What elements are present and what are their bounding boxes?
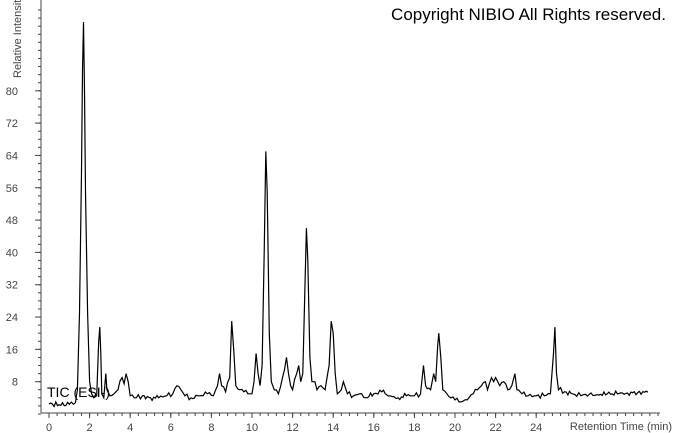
x-tick-label: 16 [368, 422, 380, 433]
x-tick-label: 12 [286, 422, 298, 433]
x-tick-label: 14 [327, 422, 339, 433]
x-tick-label: 0 [46, 422, 52, 433]
y-tick-label: 32 [6, 280, 18, 292]
x-tick-label: 20 [449, 422, 461, 433]
copyright-notice: Copyright NIBIO All Rights reserved. [391, 5, 666, 24]
axes [40, 0, 660, 414]
x-ticks: 0 2 4 6 8 10 12 14 16 18 20 22 24 [46, 413, 659, 433]
x-tick-label: 24 [530, 422, 542, 433]
y-tick-label: 72 [6, 118, 18, 130]
y-tick-label: 56 [6, 183, 18, 195]
y-tick-label: 24 [6, 312, 18, 324]
y-axis-title: Relative Intensity [12, 0, 24, 78]
y-tick-label: 16 [6, 344, 18, 356]
x-axis-title: Retention Time (min) [570, 421, 672, 433]
x-tick-label: 6 [168, 422, 174, 433]
trace-label: TIC (ESI-) [47, 384, 110, 400]
y-tick-label: 8 [12, 377, 18, 389]
x-tick-label: 18 [408, 422, 420, 433]
x-tick-label: 8 [208, 422, 214, 433]
x-tick-label: 10 [246, 422, 258, 433]
y-tick-label: 64 [6, 150, 18, 162]
x-tick-label: 2 [87, 422, 93, 433]
y-tick-label: 40 [6, 247, 18, 259]
y-tick-label: 48 [6, 215, 18, 227]
x-tick-label: 4 [127, 422, 133, 433]
y-tick-label: 80 [6, 86, 18, 98]
y-ticks: 8 16 24 32 40 48 56 64 72 80 [6, 9, 41, 415]
tic-trace-line [48, 22, 649, 408]
x-tick-label: 22 [489, 422, 501, 433]
